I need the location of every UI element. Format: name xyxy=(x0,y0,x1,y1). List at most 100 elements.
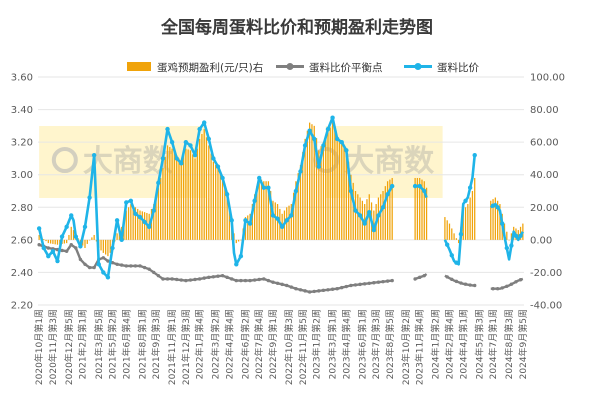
ratio-point xyxy=(202,120,207,125)
y-right-tick-label: 20.00 xyxy=(530,203,559,214)
breakeven-point xyxy=(179,278,183,282)
profit-bar xyxy=(217,168,219,240)
y-axis-right: -40.00 -20.00 0.00 20.00 40.00 60.00 80.00 100.… xyxy=(530,73,565,312)
ratio-point xyxy=(78,244,83,249)
profit-bar xyxy=(249,213,251,240)
breakeven-point xyxy=(252,278,257,282)
ratio-point xyxy=(321,143,326,148)
profit-bar xyxy=(139,210,141,240)
profit-bar xyxy=(49,239,52,244)
breakeven-point xyxy=(188,278,193,282)
profit-bar xyxy=(141,211,143,240)
ratio-point xyxy=(445,242,450,247)
breakeven-point xyxy=(234,278,238,283)
profit-bar xyxy=(270,191,272,240)
profit-bar xyxy=(382,191,384,240)
ratio-point xyxy=(330,115,335,120)
profit-bar xyxy=(350,174,352,240)
profit-bar xyxy=(203,129,205,240)
y-left-tick-label: 3.20 xyxy=(11,138,33,149)
profit-bar xyxy=(297,173,299,240)
profit-bar xyxy=(237,239,240,242)
x-tick-label: 2023年7月第3周 xyxy=(370,309,382,379)
ratio-point xyxy=(114,218,120,223)
breakeven-point xyxy=(463,282,468,286)
breakeven-point xyxy=(78,257,83,262)
breakeven-point xyxy=(335,287,339,291)
profit-bar xyxy=(205,137,208,240)
breakeven-point xyxy=(372,281,376,285)
ratio-point xyxy=(156,180,161,186)
x-tick-label: 2021年9月第3周 xyxy=(150,309,162,379)
breakeven-point xyxy=(129,264,133,268)
breakeven-point xyxy=(142,265,147,270)
profit-bar xyxy=(347,161,350,240)
ratio-point xyxy=(463,198,468,203)
ratio-point xyxy=(179,161,184,166)
profit-bar xyxy=(357,194,359,240)
profit-bar xyxy=(127,207,130,240)
breakeven-point xyxy=(349,283,353,288)
breakeven-point xyxy=(500,286,504,290)
ratio-point xyxy=(467,185,473,190)
x-tick-label: 2021年3月第5周 xyxy=(93,309,105,379)
x-tick-label: 2020年10月第1周 xyxy=(33,309,45,385)
profit-bar xyxy=(212,161,215,240)
profit-bar xyxy=(84,239,86,248)
profit-bar xyxy=(446,220,448,240)
breakeven-point xyxy=(64,249,69,253)
ratio-point xyxy=(312,136,317,142)
profit-bar xyxy=(125,210,127,240)
profit-bar xyxy=(455,238,458,240)
profit-bar xyxy=(453,233,455,240)
x-tick-label: 2022年10月第3周 xyxy=(283,309,295,385)
ratio-point xyxy=(454,260,459,265)
legend-marker-ratio xyxy=(414,63,422,70)
breakeven-point xyxy=(303,289,307,293)
breakeven-point xyxy=(115,262,119,266)
profit-bar xyxy=(290,204,292,240)
profit-bar xyxy=(345,148,347,240)
ratio-point xyxy=(234,262,239,267)
y-right-tick-label: 80.00 xyxy=(530,105,559,116)
breakeven-point xyxy=(294,287,298,291)
ratio-point xyxy=(101,270,106,275)
breakeven-point xyxy=(225,275,229,280)
ratio-point xyxy=(293,188,299,194)
breakeven-point xyxy=(165,277,170,281)
breakeven-point xyxy=(454,279,459,284)
x-tick-label: 2024年1月第2周 xyxy=(430,309,442,379)
ratio-point xyxy=(270,213,276,218)
x-tick-label: 2021年5月第2周 xyxy=(107,309,119,379)
ratio-point xyxy=(215,164,221,169)
series-lines xyxy=(36,115,524,294)
ratio-point xyxy=(385,192,390,197)
y-right-tick-label: -40.00 xyxy=(530,301,562,312)
profit-bar xyxy=(341,142,343,240)
breakeven-point xyxy=(161,277,165,281)
breakeven-point xyxy=(413,277,417,281)
x-tick-label: 2023年1月第2周 xyxy=(311,309,323,379)
legend: 蛋鸡预期盈利(元/只)右 蛋料比价平衡点 蛋料比价 xyxy=(127,61,479,74)
breakeven-point xyxy=(152,270,156,275)
profit-bar xyxy=(444,217,446,240)
ratio-point xyxy=(46,253,51,259)
ratio-point xyxy=(91,152,97,158)
x-tick-label: 2022年1月第4周 xyxy=(194,309,206,379)
profit-bar xyxy=(359,197,361,240)
profit-bar xyxy=(72,230,75,240)
x-tick-label: 2022年11月第5周 xyxy=(297,309,309,385)
chart-title: 全国每周蛋料比价和预期盈利走势图 xyxy=(160,17,433,38)
profit-bar xyxy=(68,234,70,240)
ratio-point xyxy=(206,136,211,142)
x-tick-label: 2022年7月第4周 xyxy=(253,309,265,379)
ratio-point xyxy=(389,183,395,189)
breakeven-point xyxy=(317,289,321,293)
x-tick-label: 2023年8月第5周 xyxy=(384,309,396,379)
ratio-point xyxy=(252,198,257,203)
ratio-point xyxy=(513,233,519,238)
profit-bar xyxy=(302,151,304,240)
profit-bar xyxy=(104,239,107,255)
ratio-point xyxy=(110,245,115,251)
profit-bar xyxy=(311,124,313,240)
